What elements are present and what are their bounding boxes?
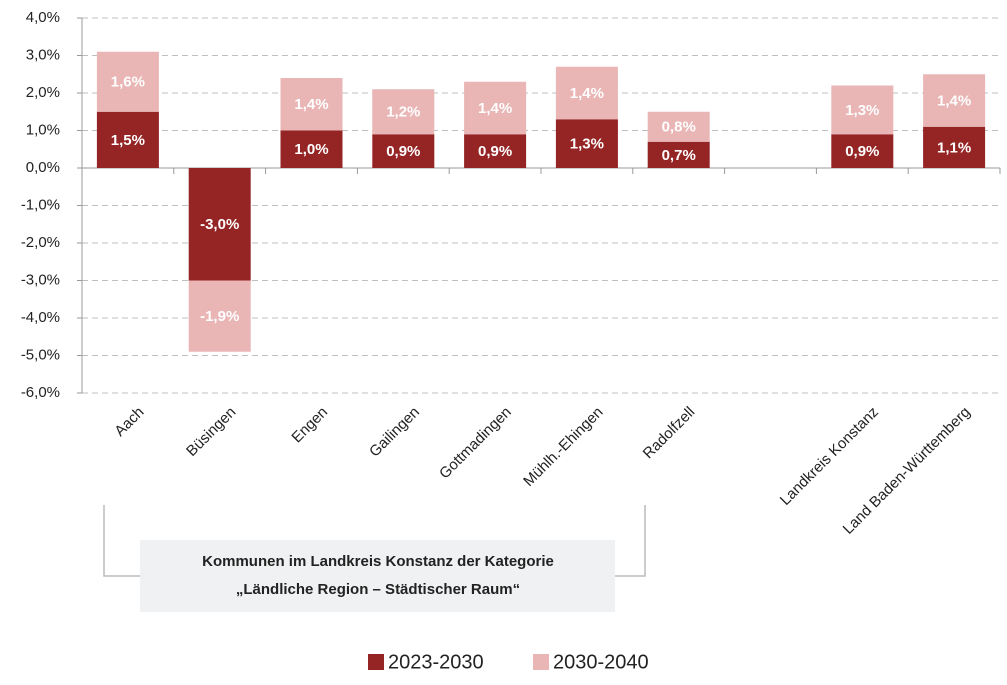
legend-label: 2030-2040 xyxy=(553,651,649,673)
value-label: 1,1% xyxy=(937,139,971,156)
x-tick-label: Aach xyxy=(111,404,147,440)
value-label: 1,4% xyxy=(570,85,604,102)
bar-segment xyxy=(188,168,251,281)
value-label: 1,3% xyxy=(570,136,604,153)
bar-segment xyxy=(188,280,251,352)
value-label: 1,4% xyxy=(294,96,328,113)
value-label: -3,0% xyxy=(200,216,239,233)
x-tick-label: Mühlh.-Ehingen xyxy=(520,404,606,490)
bar-segment xyxy=(647,141,710,168)
bar-segment xyxy=(555,119,618,168)
y-tick-label: 2,0% xyxy=(26,84,60,101)
value-label: 0,9% xyxy=(845,143,879,160)
annotation: Kommunen im Landkreis Konstanz der Kateg… xyxy=(202,553,554,570)
x-tick-label: Landkreis Konstanz xyxy=(777,404,882,509)
bar-segment xyxy=(96,111,159,168)
x-tick-label: Engen xyxy=(288,404,331,447)
legend-label: 2023-2030 xyxy=(388,651,484,673)
value-label: 1,6% xyxy=(111,74,145,91)
bar-segment xyxy=(96,51,159,112)
value-label: 1,5% xyxy=(111,132,145,149)
legend-swatch xyxy=(533,654,549,670)
value-label: 1,4% xyxy=(937,92,971,109)
x-tick-label: Gottmadingen xyxy=(436,404,515,483)
y-tick-label: -3,0% xyxy=(21,271,60,288)
bar-segment xyxy=(280,78,343,131)
y-tick-label: -6,0% xyxy=(21,384,60,401)
y-tick-label: 4,0% xyxy=(26,9,60,26)
y-tick-label: 0,0% xyxy=(26,159,60,176)
y-tick-label: -1,0% xyxy=(21,196,60,213)
bar-segment xyxy=(372,134,435,168)
bar-segment xyxy=(923,126,986,168)
value-label: 1,0% xyxy=(294,141,328,158)
bar-segment xyxy=(923,74,986,127)
x-tick-label: Gailingen xyxy=(366,404,423,461)
value-label: 1,4% xyxy=(478,100,512,117)
value-label: 1,2% xyxy=(386,104,420,121)
bar-segment xyxy=(555,66,618,120)
x-tick-label: Büsingen xyxy=(183,404,239,460)
annotation: „Ländliche Region – Städtischer Raum“ xyxy=(236,581,520,598)
y-tick-label: -5,0% xyxy=(21,346,60,363)
bar-segment xyxy=(647,111,710,142)
annotation-box xyxy=(140,540,615,612)
bar-segment xyxy=(372,89,435,135)
bracket xyxy=(103,505,646,577)
y-tick-label: 3,0% xyxy=(26,46,60,63)
bar-segment xyxy=(464,134,527,168)
x-tick-label: Radolfzell xyxy=(640,404,699,463)
y-tick-label: -2,0% xyxy=(21,234,60,251)
y-tick-label: -4,0% xyxy=(21,309,60,326)
legend-swatch xyxy=(368,654,384,670)
bar-segment xyxy=(831,134,894,168)
value-label: -1,9% xyxy=(200,308,239,325)
value-label: 1,3% xyxy=(845,102,879,119)
bar-segment xyxy=(831,85,894,135)
value-label: 0,7% xyxy=(662,147,696,164)
value-label: 0,9% xyxy=(478,143,512,160)
bar-segment xyxy=(464,81,527,135)
value-label: 0,8% xyxy=(662,119,696,136)
bar-segment xyxy=(280,130,343,168)
y-tick-label: 1,0% xyxy=(26,121,60,138)
value-label: 0,9% xyxy=(386,143,420,160)
